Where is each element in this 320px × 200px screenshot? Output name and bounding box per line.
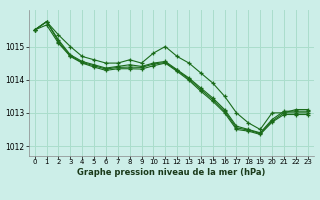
X-axis label: Graphe pression niveau de la mer (hPa): Graphe pression niveau de la mer (hPa) (77, 168, 265, 177)
